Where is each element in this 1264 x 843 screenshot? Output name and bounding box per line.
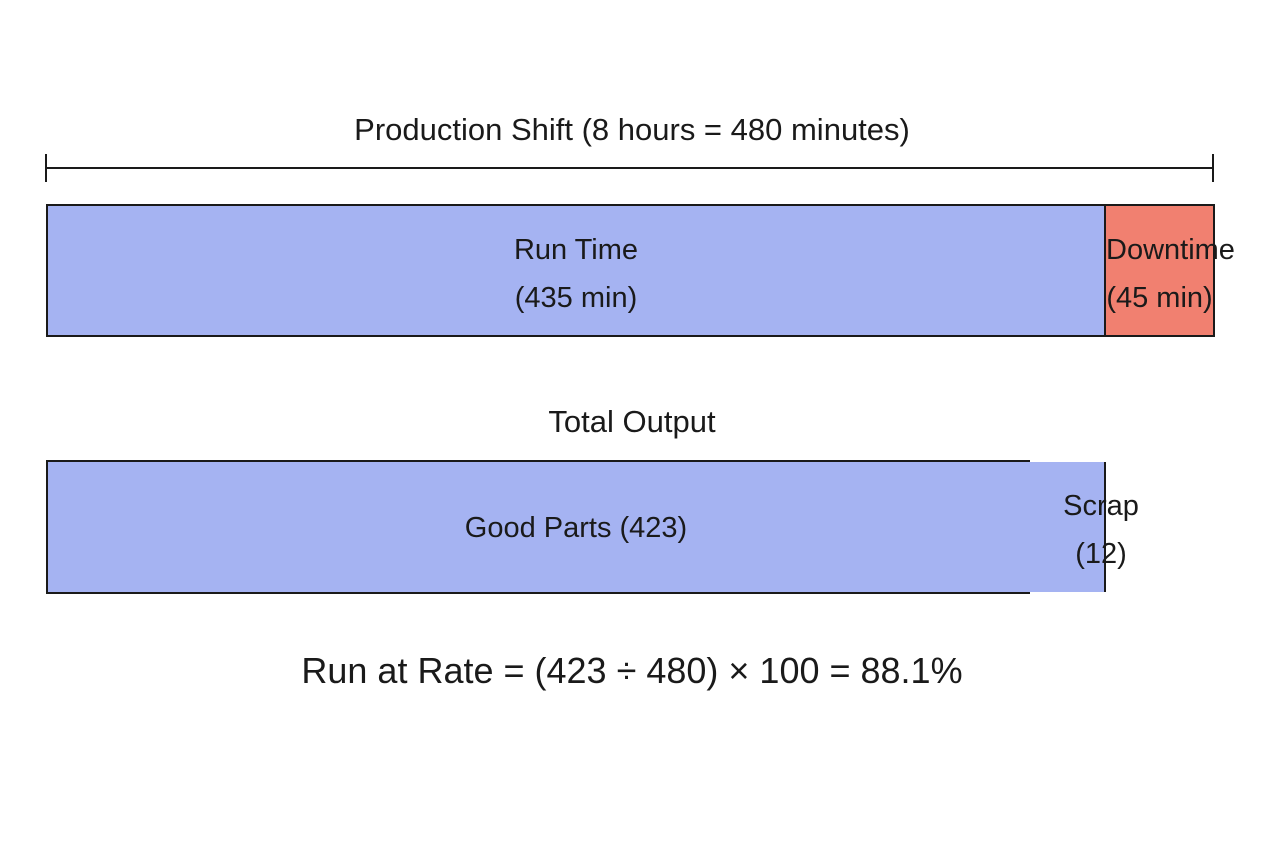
shift-title: Production Shift (8 hours = 480 minutes) — [354, 112, 910, 147]
downtime-segment: Downtime (45 min) — [1104, 206, 1235, 335]
run-time-segment: Run Time (435 min) — [48, 206, 1104, 335]
scrap-label: Scrap — [1063, 490, 1139, 522]
scrap-value: (12) — [1075, 538, 1127, 570]
scrap-callout: Scrap (12) — [1046, 482, 1156, 578]
total-output-bar: Good Parts (423) — [46, 460, 1106, 594]
downtime-value: (45 min) — [1106, 282, 1213, 314]
run-time-value: (435 min) — [514, 282, 638, 314]
span-tick-right — [1212, 154, 1214, 182]
run-time-label: Run Time — [513, 234, 639, 266]
downtime-label: Downtime — [1106, 234, 1235, 266]
good-parts-segment: Good Parts (423) — [48, 462, 1104, 592]
output-title: Total Output — [548, 404, 716, 439]
run-at-rate-formula: Run at Rate = (423 ÷ 480) × 100 = 88.1% — [301, 650, 963, 691]
shift-time-bar: Run Time (435 min) Downtime (45 min) — [46, 204, 1235, 337]
span-line — [46, 167, 1214, 169]
scrap-segment — [1104, 462, 1106, 592]
good-parts-label: Good Parts (423) — [464, 512, 688, 544]
